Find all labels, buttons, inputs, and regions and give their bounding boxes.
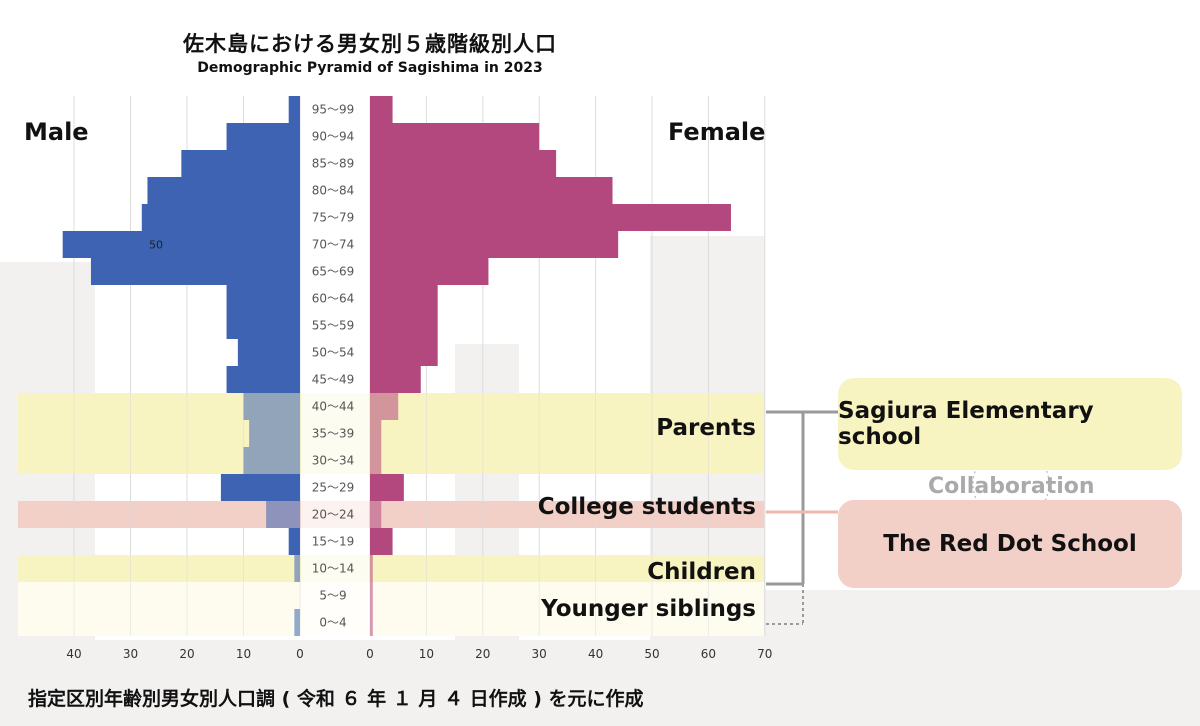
age-label: 10～14 <box>312 562 355 576</box>
female-tick-label: 30 <box>532 647 547 661</box>
male-tick-label: 30 <box>123 647 138 661</box>
female-label: Female <box>668 118 766 146</box>
female-tick-label: 20 <box>475 647 490 661</box>
male-population-area <box>62 96 301 636</box>
bars <box>62 96 731 636</box>
collaboration-label: Collaboration <box>928 474 1095 499</box>
age-label: 25～29 <box>312 481 355 495</box>
female-tick-label: 70 <box>757 647 772 661</box>
male-tick-label: 10 <box>236 647 251 661</box>
group-band-overlay <box>18 555 764 582</box>
male-label: Male <box>24 118 89 146</box>
age-label: 95～99 <box>312 103 355 117</box>
group-band <box>18 582 764 636</box>
school-box-sagiura: Sagiura Elementary school <box>838 378 1182 470</box>
background-block <box>765 590 1200 640</box>
band-overlays <box>18 393 764 636</box>
male-tick-label: 0 <box>296 647 304 661</box>
group-band-overlay <box>18 393 764 474</box>
age-label: 70～74 <box>312 238 355 252</box>
age-label: 40～44 <box>312 400 355 414</box>
female-tick-label: 40 <box>588 647 603 661</box>
age-label: 15～19 <box>312 535 355 549</box>
group-label-college-students: College students <box>537 494 756 520</box>
age-label: 35～39 <box>312 427 355 441</box>
age-column <box>301 96 369 636</box>
female-tick-label: 50 <box>644 647 659 661</box>
group-label-children: Children <box>647 559 756 585</box>
chart-subtitle: Demographic Pyramid of Sagishima in 2023 <box>197 60 543 76</box>
age-label: 30～34 <box>312 454 355 468</box>
bar-annotation: 50 <box>149 239 163 252</box>
female-tick-label: 0 <box>366 647 374 661</box>
group-label-younger-siblings: Younger siblings <box>541 596 756 622</box>
male-tick-label: 40 <box>66 647 81 661</box>
age-label: 90～94 <box>312 130 355 144</box>
age-label: 45～49 <box>312 373 355 387</box>
group-band-overlay <box>18 582 764 636</box>
group-band <box>18 555 764 582</box>
school-box-red-dot: The Red Dot School <box>838 500 1182 588</box>
group-band <box>18 501 764 528</box>
group-band-overlay <box>18 501 764 528</box>
age-label: 85～89 <box>312 157 355 171</box>
age-label: 20～24 <box>312 508 355 522</box>
tick-labels: 40 30 20 10 0 0 10 20 30 40 50 60 70 <box>66 647 772 661</box>
age-label: 5～9 <box>319 589 346 603</box>
group-brackets <box>766 410 1050 625</box>
female-population-area <box>370 96 731 636</box>
age-label: 65～69 <box>312 265 355 279</box>
male-tick-label: 20 <box>179 647 194 661</box>
female-tick-label: 10 <box>419 647 434 661</box>
age-label: 55～59 <box>312 319 355 333</box>
chart-title: 佐木島における男女別５歳階級別人口 <box>183 32 557 56</box>
age-label: 80～84 <box>312 184 355 198</box>
female-tick-label: 60 <box>701 647 716 661</box>
bottom-panel <box>0 640 1200 726</box>
age-label: 0～4 <box>319 616 346 630</box>
age-label: 75～79 <box>312 211 355 225</box>
age-labels: 0～4 5～9 10～14 15～19 20～24 25～29 30～34 35～39 40～4… <box>149 96 369 636</box>
age-label: 50～54 <box>312 346 355 360</box>
source-note: 指定区別年齢別男女別人口調 ( 令和 ６ 年 １ 月 ４ 日作成 ) を元に作成 <box>28 688 644 710</box>
group-label-parents: Parents <box>656 415 756 441</box>
age-label: 60～64 <box>312 292 355 306</box>
collaboration-circle <box>972 445 1050 523</box>
